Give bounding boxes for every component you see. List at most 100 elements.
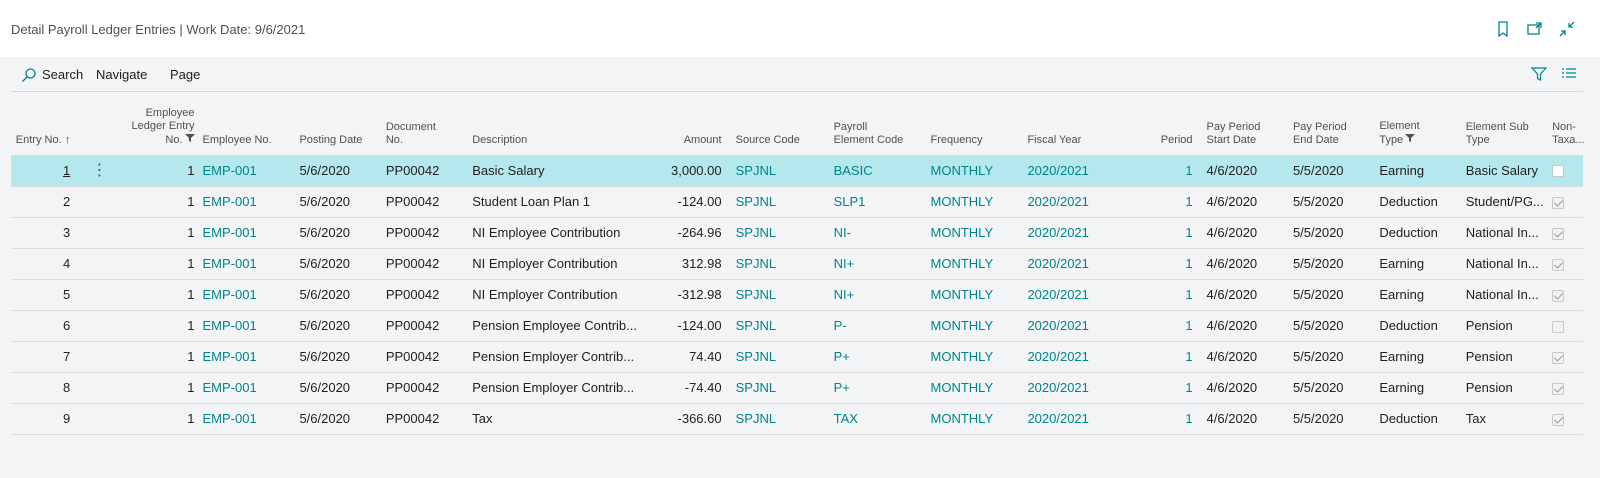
col-frequency[interactable]: Frequency bbox=[930, 134, 983, 146]
payroll-element-code-cell[interactable]: NI- bbox=[829, 217, 927, 249]
period-cell[interactable]: 1 bbox=[1141, 403, 1203, 435]
period-cell[interactable]: 1 bbox=[1141, 310, 1203, 342]
period-cell[interactable]: 1 bbox=[1141, 217, 1203, 249]
entry-no-cell[interactable]: 7 bbox=[11, 341, 75, 373]
entry-no-cell[interactable]: 4 bbox=[11, 248, 75, 280]
employee-no-cell[interactable]: EMP-001 bbox=[198, 310, 296, 342]
frequency-cell[interactable]: MONTHLY bbox=[926, 310, 1024, 342]
non-taxable-cell[interactable] bbox=[1548, 310, 1583, 342]
col-amount[interactable]: Amount bbox=[683, 134, 722, 146]
fiscal-year-cell[interactable]: 2020/2021 bbox=[1023, 341, 1142, 373]
non-taxable-cell[interactable] bbox=[1548, 372, 1583, 404]
row-actions-cell[interactable]: ⋮ bbox=[74, 155, 125, 187]
bookmark-icon[interactable] bbox=[1494, 20, 1512, 38]
fiscal-year-cell[interactable]: 2020/2021 bbox=[1023, 248, 1142, 280]
col-fiscal-year[interactable]: Fiscal Year bbox=[1027, 134, 1082, 146]
period-cell[interactable]: 1 bbox=[1141, 279, 1203, 311]
table-row[interactable]: 4 1 EMP-001 5/6/2020 PP00042 NI Employer Cont… bbox=[11, 248, 1583, 280]
table-row[interactable]: 2 1 EMP-001 5/6/2020 PP00042 Student Loan Pla… bbox=[11, 186, 1583, 218]
non-taxable-cell[interactable] bbox=[1548, 248, 1583, 280]
frequency-cell[interactable]: MONTHLY bbox=[926, 248, 1024, 280]
non-taxable-checkbox[interactable] bbox=[1552, 258, 1565, 271]
row-actions-cell[interactable] bbox=[74, 372, 125, 404]
col-pay-period-start-date[interactable]: Pay Period Start Date bbox=[1206, 121, 1261, 146]
fiscal-year-cell[interactable]: 2020/2021 bbox=[1023, 155, 1142, 187]
source-code-cell[interactable]: SPJNL bbox=[731, 155, 830, 187]
open-in-new-window-icon[interactable] bbox=[1526, 20, 1544, 38]
table-row[interactable]: 5 1 EMP-001 5/6/2020 PP00042 NI Employer Cont… bbox=[11, 279, 1583, 311]
source-code-cell[interactable]: SPJNL bbox=[731, 372, 830, 404]
non-taxable-cell[interactable] bbox=[1548, 155, 1583, 187]
col-description[interactable]: Description bbox=[472, 134, 528, 146]
payroll-element-code-cell[interactable]: BASIC bbox=[829, 155, 927, 187]
col-entry-no[interactable]: Entry No. ↑ bbox=[15, 134, 71, 146]
fiscal-year-cell[interactable]: 2020/2021 bbox=[1023, 279, 1142, 311]
payroll-element-code-cell[interactable]: TAX bbox=[829, 403, 927, 435]
entry-no-cell[interactable]: 2 bbox=[11, 186, 75, 218]
row-actions-cell[interactable] bbox=[74, 186, 125, 218]
table-row[interactable]: 3 1 EMP-001 5/6/2020 PP00042 NI Employee Cont… bbox=[11, 217, 1583, 249]
period-cell[interactable]: 1 bbox=[1141, 186, 1203, 218]
non-taxable-cell[interactable] bbox=[1548, 186, 1583, 218]
col-non-taxable[interactable]: Non- Taxa... bbox=[1552, 121, 1585, 146]
non-taxable-cell[interactable] bbox=[1548, 341, 1583, 373]
entry-no-cell[interactable]: 3 bbox=[11, 217, 75, 249]
payroll-element-code-cell[interactable]: NI+ bbox=[829, 279, 927, 311]
source-code-cell[interactable]: SPJNL bbox=[731, 279, 830, 311]
source-code-cell[interactable]: SPJNL bbox=[731, 341, 830, 373]
frequency-cell[interactable]: MONTHLY bbox=[926, 403, 1024, 435]
row-actions-cell[interactable] bbox=[74, 279, 125, 311]
non-taxable-checkbox[interactable] bbox=[1552, 227, 1565, 240]
filter-icon[interactable] bbox=[1530, 66, 1548, 82]
employee-no-cell[interactable]: EMP-001 bbox=[198, 403, 296, 435]
period-cell[interactable]: 1 bbox=[1141, 341, 1203, 373]
employee-no-cell[interactable]: EMP-001 bbox=[198, 248, 296, 280]
page-action[interactable]: Page bbox=[170, 67, 201, 82]
frequency-cell[interactable]: MONTHLY bbox=[926, 341, 1024, 373]
search-icon[interactable] bbox=[21, 67, 37, 83]
table-row[interactable]: 9 1 EMP-001 5/6/2020 PP00042 Tax -366.60 SPJNL T… bbox=[11, 403, 1583, 435]
col-payroll-element-code[interactable]: Payroll Element Code bbox=[833, 121, 904, 146]
col-employee-no[interactable]: Employee No. bbox=[202, 134, 272, 146]
non-taxable-checkbox[interactable] bbox=[1552, 382, 1565, 395]
table-row[interactable]: 1 ⋮ 1 EMP-001 5/6/2020 PP00042 Basic Salary 3,0… bbox=[11, 155, 1583, 187]
row-actions-cell[interactable] bbox=[74, 217, 125, 249]
employee-no-cell[interactable]: EMP-001 bbox=[198, 155, 296, 187]
col-source-code[interactable]: Source Code bbox=[735, 134, 800, 146]
non-taxable-checkbox[interactable] bbox=[1552, 320, 1565, 333]
source-code-cell[interactable]: SPJNL bbox=[731, 248, 830, 280]
frequency-cell[interactable]: MONTHLY bbox=[926, 279, 1024, 311]
col-period[interactable]: Period bbox=[1160, 134, 1193, 146]
row-actions-cell[interactable] bbox=[74, 248, 125, 280]
employee-no-cell[interactable]: EMP-001 bbox=[198, 186, 296, 218]
employee-no-cell[interactable]: EMP-001 bbox=[198, 341, 296, 373]
navigate-action[interactable]: Navigate bbox=[96, 67, 148, 82]
period-cell[interactable]: 1 bbox=[1141, 155, 1203, 187]
payroll-element-code-cell[interactable]: SLP1 bbox=[829, 186, 927, 218]
fiscal-year-cell[interactable]: 2020/2021 bbox=[1023, 310, 1142, 342]
entry-no-cell[interactable]: 9 bbox=[11, 403, 75, 435]
frequency-cell[interactable]: MONTHLY bbox=[926, 155, 1024, 187]
period-cell[interactable]: 1 bbox=[1141, 372, 1203, 404]
fiscal-year-cell[interactable]: 2020/2021 bbox=[1023, 186, 1142, 218]
entry-no-cell[interactable]: 5 bbox=[11, 279, 75, 311]
employee-no-cell[interactable]: EMP-001 bbox=[198, 279, 296, 311]
fiscal-year-cell[interactable]: 2020/2021 bbox=[1023, 403, 1142, 435]
payroll-element-code-cell[interactable]: P+ bbox=[829, 341, 927, 373]
payroll-element-code-cell[interactable]: P- bbox=[829, 310, 927, 342]
payroll-element-code-cell[interactable]: NI+ bbox=[829, 248, 927, 280]
row-actions-cell[interactable] bbox=[74, 341, 125, 373]
non-taxable-cell[interactable] bbox=[1548, 217, 1583, 249]
col-employee-ledger-entry-no[interactable]: Employee Ledger Entry No. bbox=[131, 107, 195, 146]
more-options-icon[interactable]: ⋮ bbox=[91, 162, 108, 180]
entry-no-cell[interactable]: 8 bbox=[11, 372, 75, 404]
col-document-no[interactable]: Document No. bbox=[385, 121, 436, 146]
non-taxable-checkbox[interactable] bbox=[1552, 196, 1565, 209]
entry-no-cell[interactable]: 6 bbox=[11, 310, 75, 342]
payroll-element-code-cell[interactable]: P+ bbox=[829, 372, 927, 404]
source-code-cell[interactable]: SPJNL bbox=[731, 186, 830, 218]
non-taxable-checkbox[interactable] bbox=[1552, 351, 1565, 364]
non-taxable-checkbox[interactable] bbox=[1552, 413, 1565, 426]
fiscal-year-cell[interactable]: 2020/2021 bbox=[1023, 372, 1142, 404]
search-action[interactable]: Search bbox=[42, 67, 84, 82]
